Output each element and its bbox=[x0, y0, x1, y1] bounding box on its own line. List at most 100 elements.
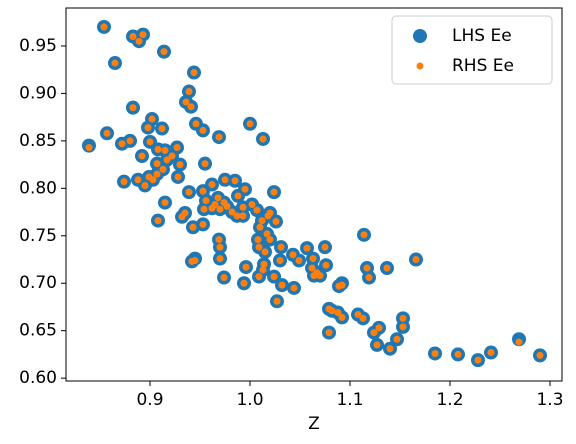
point bbox=[129, 104, 137, 112]
point bbox=[258, 217, 266, 225]
point bbox=[220, 274, 228, 282]
point bbox=[141, 181, 149, 189]
point bbox=[200, 205, 208, 213]
point bbox=[126, 137, 134, 145]
point bbox=[111, 59, 119, 67]
point bbox=[309, 255, 317, 263]
point bbox=[208, 181, 216, 189]
point bbox=[264, 212, 272, 220]
point bbox=[373, 341, 381, 349]
point bbox=[192, 120, 200, 128]
point bbox=[239, 203, 247, 211]
point bbox=[85, 144, 93, 152]
y-tick-label: 0.60 bbox=[19, 368, 57, 388]
x-axis-label: Z bbox=[308, 414, 320, 434]
point bbox=[266, 236, 274, 244]
point bbox=[241, 185, 249, 193]
point bbox=[120, 178, 128, 186]
y-tick-label: 0.90 bbox=[19, 83, 57, 103]
point bbox=[277, 243, 285, 251]
point bbox=[365, 274, 373, 282]
point bbox=[246, 120, 254, 128]
point bbox=[256, 223, 264, 231]
point bbox=[161, 146, 169, 154]
point bbox=[149, 176, 157, 184]
point bbox=[515, 338, 523, 346]
point bbox=[338, 313, 346, 321]
x-tick-label: 1.3 bbox=[536, 390, 563, 410]
point bbox=[308, 264, 316, 272]
point bbox=[185, 188, 193, 196]
point bbox=[233, 212, 241, 220]
point bbox=[135, 37, 143, 45]
point bbox=[260, 260, 268, 268]
point bbox=[399, 314, 407, 322]
point bbox=[187, 103, 195, 111]
point bbox=[189, 223, 197, 231]
legend-label: RHS Ee bbox=[452, 56, 514, 76]
point bbox=[159, 165, 167, 173]
point bbox=[383, 264, 391, 272]
y-tick-label: 0.70 bbox=[19, 273, 57, 293]
point bbox=[129, 32, 137, 40]
point bbox=[259, 135, 267, 143]
point bbox=[261, 248, 269, 256]
y-tick-label: 0.80 bbox=[19, 178, 57, 198]
point bbox=[223, 202, 231, 210]
point bbox=[139, 31, 147, 39]
point bbox=[255, 273, 263, 281]
point bbox=[370, 329, 378, 337]
point bbox=[322, 261, 330, 269]
point bbox=[239, 212, 247, 220]
point bbox=[231, 177, 239, 185]
point bbox=[354, 311, 362, 319]
point bbox=[431, 349, 439, 357]
point bbox=[412, 256, 420, 264]
point bbox=[240, 279, 248, 287]
point bbox=[263, 230, 271, 238]
point bbox=[254, 236, 262, 244]
point bbox=[253, 206, 261, 214]
point bbox=[154, 145, 162, 153]
point bbox=[259, 266, 267, 274]
plot-frame bbox=[65, 7, 563, 382]
point bbox=[190, 69, 198, 77]
legend-marker bbox=[416, 62, 424, 70]
point bbox=[118, 140, 126, 148]
point bbox=[100, 23, 108, 31]
point bbox=[316, 272, 324, 280]
point bbox=[270, 273, 278, 281]
point bbox=[363, 264, 371, 272]
point bbox=[215, 236, 223, 244]
point bbox=[148, 115, 156, 123]
y-tick-label: 0.95 bbox=[19, 36, 57, 56]
point bbox=[321, 243, 329, 251]
point bbox=[160, 48, 168, 56]
point bbox=[234, 192, 242, 200]
point bbox=[174, 173, 182, 181]
point bbox=[201, 160, 209, 168]
point bbox=[272, 218, 280, 226]
point bbox=[103, 129, 111, 137]
point bbox=[182, 98, 190, 106]
point bbox=[310, 272, 318, 280]
y-tick-label: 0.65 bbox=[19, 321, 57, 341]
point bbox=[290, 284, 298, 292]
point bbox=[158, 125, 166, 133]
point bbox=[360, 231, 368, 239]
point bbox=[335, 282, 343, 290]
point bbox=[242, 263, 250, 271]
point bbox=[185, 88, 193, 96]
point bbox=[153, 160, 161, 168]
point bbox=[386, 345, 394, 353]
point bbox=[154, 217, 162, 225]
point bbox=[393, 335, 401, 343]
point bbox=[375, 324, 383, 332]
point bbox=[474, 356, 482, 364]
point bbox=[216, 255, 224, 263]
point bbox=[168, 152, 176, 160]
point bbox=[188, 257, 196, 265]
x-tick-label: 0.9 bbox=[136, 390, 163, 410]
point bbox=[146, 138, 154, 146]
y-tick-label: 0.75 bbox=[19, 226, 57, 246]
